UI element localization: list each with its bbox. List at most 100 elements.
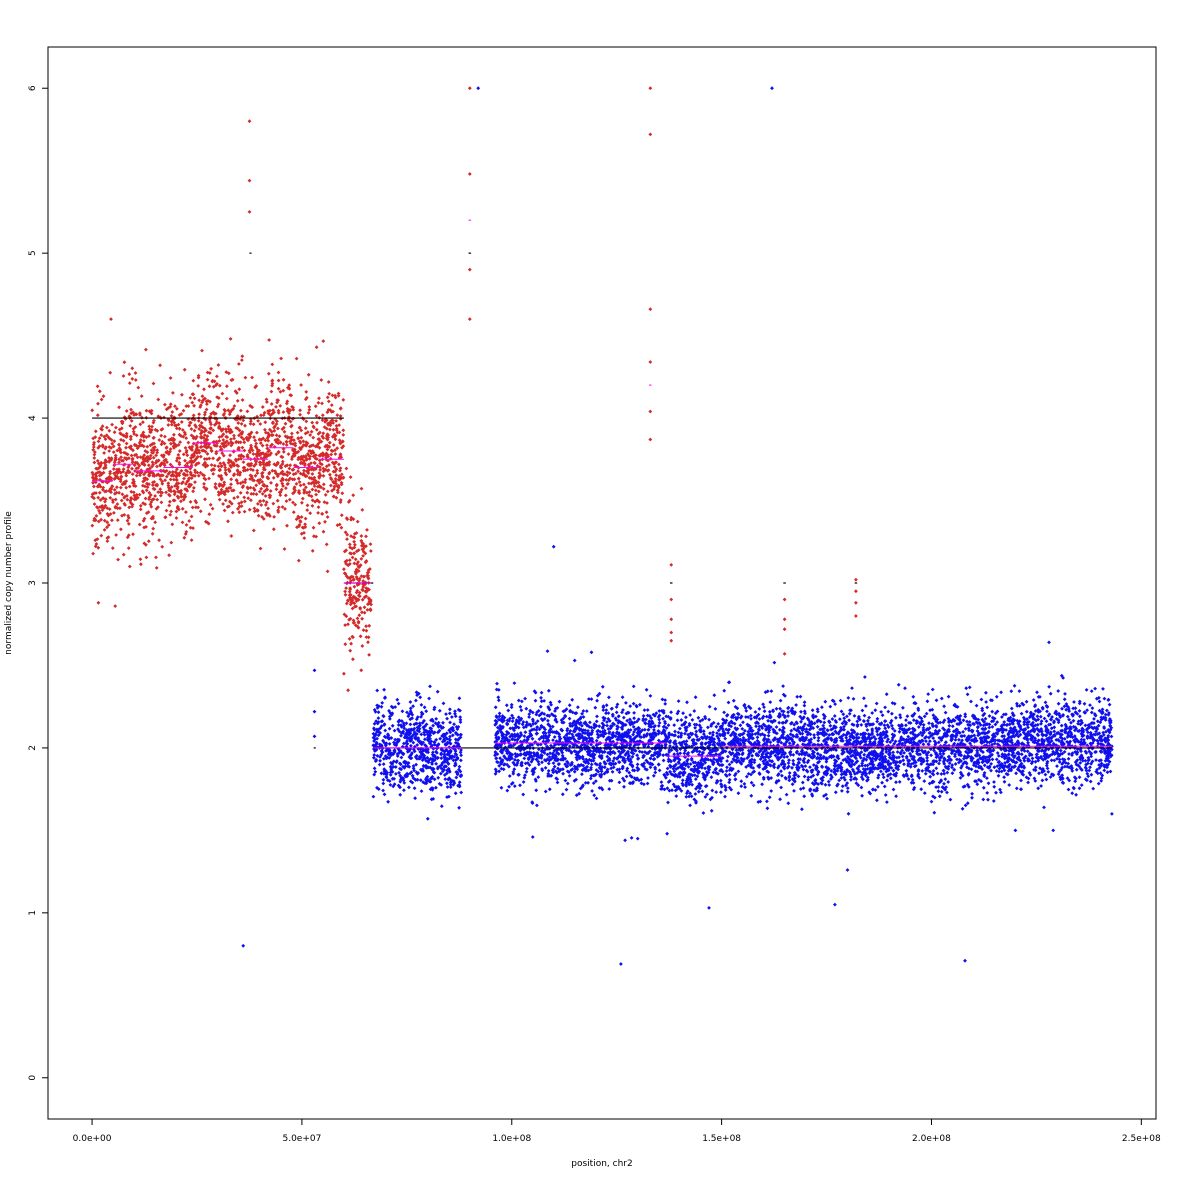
red-data-point [128,498,133,503]
red-data-point [216,493,221,497]
red-data-point [173,470,178,474]
red-data-point [355,519,360,524]
red-data-point [208,399,212,404]
red-data-point [130,456,135,461]
red-data-point [352,539,356,544]
blue-data-point [519,708,524,713]
red-data-point [117,490,121,495]
red-data-point [332,465,337,469]
red-data-point [144,347,148,352]
red-data-point [263,438,268,443]
red-data-point [230,488,234,493]
red-data-point [224,486,229,491]
red-data-point [134,433,139,438]
red-data-point [105,425,109,430]
red-data-point [304,443,309,448]
red-data-point [292,449,297,454]
red-data-point [226,441,231,446]
blue-data-point [392,728,397,733]
red-data-point [190,444,194,449]
red-data-point [161,455,166,459]
red-data-point [164,469,169,473]
red-data-point [155,428,160,433]
red-data-point [188,396,193,400]
red-data-point [151,446,156,450]
red-data-point [114,533,118,537]
red-data-point [281,410,286,414]
red-data-point [182,494,186,499]
red-data-point [106,523,111,527]
red-data-point [365,528,369,532]
red-data-point [338,500,343,504]
red-data-point [111,500,115,504]
red-data-point [144,542,148,547]
blue-data-point [512,681,517,685]
blue-data-point [652,728,656,732]
red-data-point [348,648,353,653]
red-data-point [307,493,311,498]
red-data-point [149,516,154,521]
red-data-point [324,436,329,441]
blue-data-point [561,771,565,776]
blue-data-point [447,711,452,716]
red-data-point [239,422,244,426]
red-data-point [187,484,192,489]
blue-data-point [382,792,387,797]
red-data-point [100,427,104,432]
red-data-point [156,397,161,402]
red-data-point [280,476,285,481]
red-data-point [285,482,290,486]
blue-data-point [560,792,565,797]
red-data-point [245,467,250,472]
red-data-point [124,409,129,413]
red-data-point [188,500,193,504]
red-data-point [359,668,364,673]
red-data-point [281,450,286,454]
red-data-point [138,503,143,508]
blue-data-point [539,695,543,700]
red-data-point [112,460,117,465]
red-data-point [305,430,310,435]
blue-data-point [707,704,712,709]
blue-data-point [507,774,512,778]
red-data-point [258,477,263,482]
red-data-point [344,466,349,471]
red-data-point [168,512,173,517]
red-data-point [292,453,297,457]
red-data-point [329,452,334,457]
red-data-point [222,463,227,467]
red-data-point [215,374,219,379]
blue-data-point [616,714,621,719]
red-data-point [121,433,125,438]
red-data-point [90,408,95,413]
red-data-point [211,440,216,444]
red-data-point [169,436,174,441]
red-data-point [208,431,213,435]
red-data-point [336,391,341,396]
red-data-point [365,608,370,612]
red-data-point [243,480,247,485]
red-data-point [166,485,171,490]
red-data-point [270,383,274,388]
red-data-point [91,445,96,449]
blue-data-point [651,773,656,778]
blue-data-point [588,720,592,725]
red-data-point [195,470,200,475]
red-data-point [319,439,324,444]
red-data-point [330,488,334,493]
red-data-point [293,471,298,476]
red-data-point [112,439,117,444]
red-data-point [210,506,215,511]
red-data-point [93,472,98,477]
red-data-point [184,448,189,453]
red-data-point [141,501,145,506]
red-data-point [153,520,158,525]
red-data-point [261,462,266,467]
blue-data-point [594,796,599,801]
red-data-point [109,487,114,491]
red-data-point [250,478,255,482]
red-data-point [219,464,224,468]
red-data-point [145,459,150,464]
red-data-point [180,506,185,511]
blue-data-point [709,775,714,780]
